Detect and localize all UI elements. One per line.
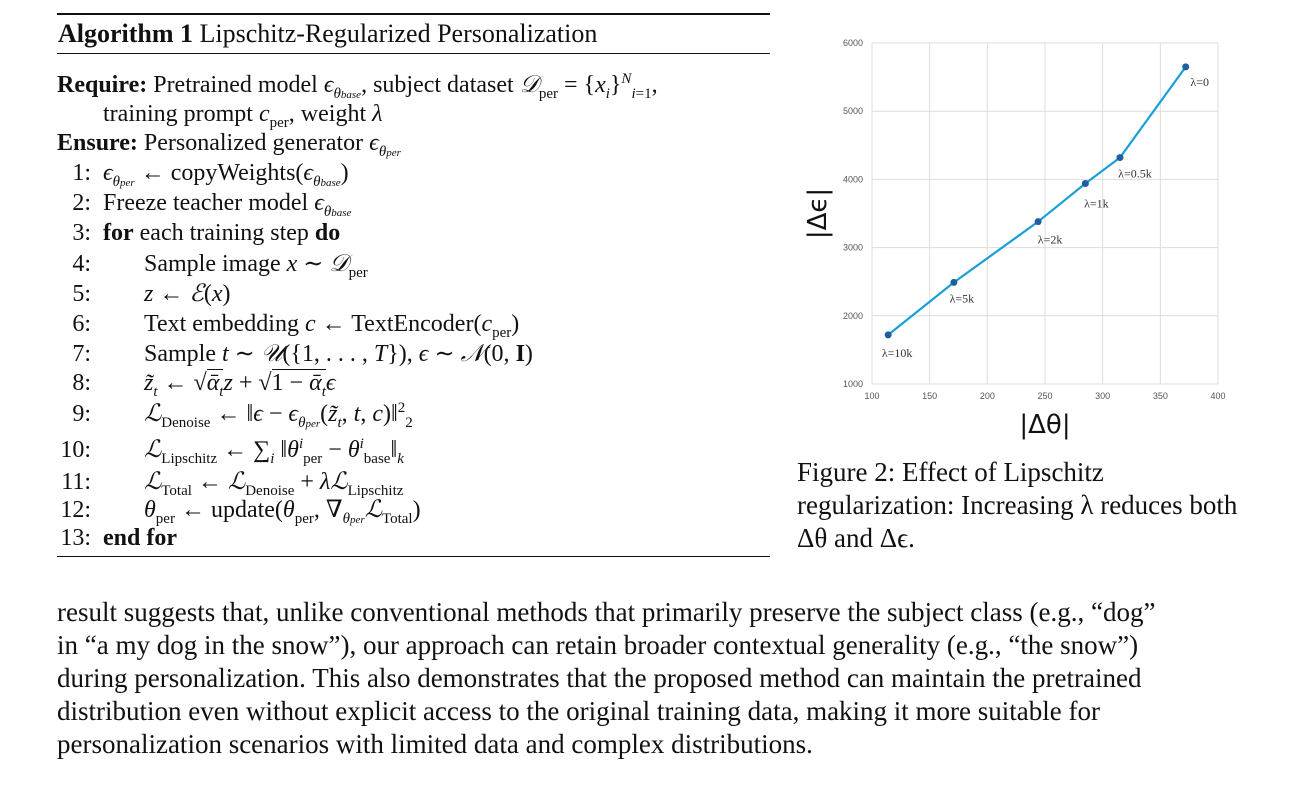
figure-caption: Figure 2: Effect of Lipschitz regulariza… — [797, 457, 1238, 553]
algorithm-bottom-rule — [57, 556, 770, 557]
step-4-text: Sample image — [144, 251, 281, 277]
step-number: 13: — [60, 525, 91, 551]
end-for-keyword: end for — [103, 525, 177, 551]
x-tick-label: 200 — [980, 391, 995, 401]
require-line-2: training prompt cper, weight λ — [103, 101, 383, 131]
y-tick-label: 1000 — [843, 379, 863, 389]
step-12: 12: θper ← update(θper, ∇θperℒTotal) — [57, 495, 420, 526]
step-number: 7: — [72, 341, 91, 367]
point-label: λ=1k — [1084, 196, 1109, 210]
data-point — [950, 278, 958, 286]
lipschitz-chart: 100 150 200 250 300 350 400 1000 2000 3000 4000 500… — [803, 38, 1226, 440]
step-4: 4: Sample image x ∼ 𝒟per — [57, 249, 367, 280]
point-label: λ=10k — [882, 346, 913, 360]
paragraph-line: in “a my dog in the snow”), our approach… — [57, 630, 1139, 660]
y-tick-label: 4000 — [843, 174, 863, 184]
step-number: 3: — [72, 220, 91, 246]
algorithm-title-text: Lipschitz-Regularized Personalization — [199, 19, 598, 48]
step-number: 8: — [72, 370, 91, 396]
step-number: 1: — [72, 160, 91, 186]
step-number: 11: — [61, 469, 91, 495]
step-5: 5: z ← ℰ(x) — [57, 279, 230, 309]
point-label: λ=0.5k — [1118, 167, 1152, 181]
body-paragraph: result suggests that, unlike conventiona… — [57, 596, 1257, 761]
x-tick-label: 350 — [1153, 391, 1168, 401]
data-point — [1081, 179, 1089, 187]
step-1-text: copyWeights( — [170, 160, 304, 186]
ensure-text: Personalized generator — [143, 130, 364, 156]
x-tick-label: 250 — [1037, 391, 1052, 401]
step-1: 1: ϵθper ← copyWeights(ϵθbase) — [57, 158, 348, 189]
x-tick-label: 300 — [1095, 391, 1110, 401]
y-tick-label: 2000 — [843, 311, 863, 321]
x-tick-label: 150 — [922, 391, 937, 401]
do-keyword: do — [314, 220, 341, 246]
ensure-keyword: Ensure: — [57, 130, 138, 156]
step-9: 9: ℒDenoise ← ‖ϵ − ϵθper(z̃t, t, c)‖22 — [57, 399, 412, 431]
require-text-a: Pretrained model — [153, 72, 318, 98]
step-number: 10: — [60, 437, 91, 463]
paragraph-line: distribution even without explicit acces… — [57, 696, 1100, 726]
step-6: 6: Text embedding c ← TextEncoder(cper) — [57, 309, 519, 340]
step-2: 2: Freeze teacher model ϵθbase — [57, 188, 351, 219]
data-point — [1034, 218, 1042, 226]
point-label: λ=0 — [1190, 75, 1209, 89]
step-6-text: Text embedding — [144, 311, 299, 337]
step-number: 9: — [72, 401, 91, 427]
algorithm-title-rule — [57, 53, 770, 54]
algorithm-title: Algorithm 1 Lipschitz-Regularized Person… — [57, 15, 770, 53]
y-axis-label: |Δϵ| — [803, 188, 833, 239]
paragraph-line: personalization scenarios with limited d… — [57, 729, 813, 759]
data-point — [1116, 154, 1124, 162]
step-6-text-2: TextEncoder( — [351, 311, 482, 337]
step-7: 7: Sample t ∼ 𝒰({1, . . . , T}), ϵ ∼ 𝒩(0… — [57, 339, 533, 369]
step-10: 10: ℒLipschitz ← ∑i ‖θiper − θibase‖k — [57, 435, 404, 467]
require-text-d: , weight — [288, 101, 367, 127]
point-label: λ=5k — [950, 291, 975, 305]
x-axis-label: |Δθ| — [1019, 410, 1070, 440]
paragraph-line: during personalization. This also demons… — [57, 663, 1142, 693]
step-number: 5: — [72, 281, 91, 307]
step-11: 11: ℒTotal ← ℒDenoise + λℒLipschitz — [57, 467, 403, 498]
algorithm-label: Algorithm 1 — [58, 19, 194, 48]
data-point — [1182, 63, 1190, 71]
x-tick-label: 400 — [1210, 391, 1225, 401]
step-number: 12: — [60, 497, 91, 523]
step-3: 3: for each training step do — [57, 218, 340, 248]
step-number: 4: — [72, 251, 91, 277]
require-text-b: , subject dataset — [361, 72, 514, 98]
step-number: 2: — [72, 190, 91, 216]
series-line — [887, 66, 1187, 336]
for-keyword: for — [103, 220, 134, 246]
data-point — [884, 331, 892, 339]
ensure-line: Ensure: Personalized generator ϵθper — [57, 130, 401, 160]
x-tick-label: 100 — [864, 391, 879, 401]
require-keyword: Require: — [57, 72, 148, 98]
paragraph-line: result suggests that, unlike conventiona… — [57, 597, 1156, 627]
point-label: λ=2k — [1038, 233, 1063, 247]
step-7-text: Sample — [144, 341, 216, 367]
step-8: 8: z̃t ← √ᾱtz + √1 − ᾱtϵ — [57, 368, 336, 399]
algorithm-box: Algorithm 1 Lipschitz-Regularized Person… — [57, 13, 770, 54]
y-tick-label: 6000 — [843, 38, 863, 48]
step-number: 6: — [72, 311, 91, 337]
algorithm-top-rule — [57, 13, 770, 15]
y-tick-label: 3000 — [843, 243, 863, 253]
require-text-c: training prompt — [103, 101, 253, 127]
y-tick-label: 5000 — [843, 106, 863, 116]
step-12-text: update( — [210, 497, 283, 523]
require-line: Require: Pretrained model ϵθbase, subjec… — [57, 71, 658, 102]
step-3-text: each training step — [133, 220, 315, 246]
step-2-text: Freeze teacher model — [103, 190, 309, 216]
step-13: 13: end for — [57, 523, 177, 553]
